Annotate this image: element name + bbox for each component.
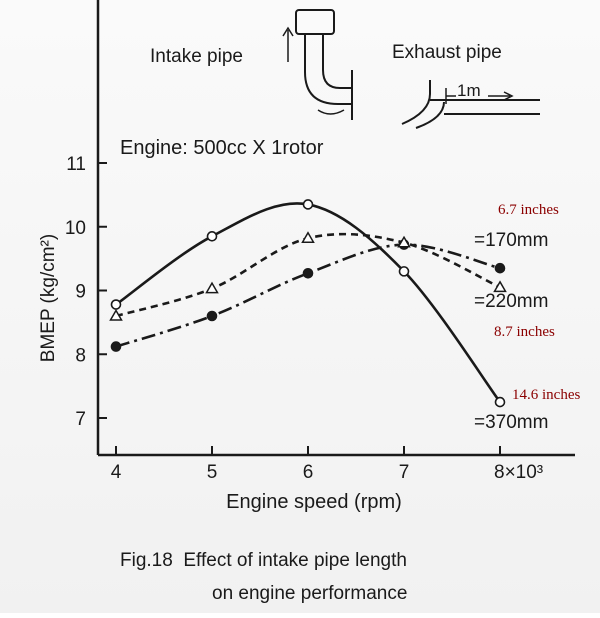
- data-point-220mm: [397, 235, 411, 248]
- y-axis-ticks: 7 8 9 10 11: [65, 154, 107, 430]
- annotation-370mm: 14.6 inches: [512, 387, 580, 403]
- y-tick-label: 11: [66, 154, 86, 175]
- legend-label-370mm: =370mm: [474, 412, 548, 433]
- intake-pipe-label: Intake pipe: [150, 46, 243, 67]
- x-tick-label: 7: [399, 462, 410, 483]
- y-tick-label: 8: [75, 345, 86, 366]
- y-axis-label: BMEP (kg/cm²): [38, 234, 59, 362]
- x-tick-label: 6: [303, 462, 314, 483]
- annotation-220mm: 8.7 inches: [494, 324, 555, 340]
- data-point-220mm: [493, 280, 507, 293]
- data-point-220mm: [109, 309, 123, 321]
- annotation-170mm: 6.7 inches: [498, 202, 559, 218]
- figure-caption-line2: on engine performance: [212, 583, 407, 604]
- data-point-170mm: [110, 341, 122, 352]
- exhaust-pipe-label: Exhaust pipe: [392, 42, 502, 63]
- engine-note: Engine: 500cc X 1rotor: [120, 137, 324, 159]
- x-tick-label: 5: [207, 462, 218, 483]
- series-line-170mm: [115, 243, 501, 348]
- x-axis-label: Engine speed (rpm): [226, 491, 402, 513]
- axes: [96, 0, 575, 457]
- y-tick-label: 7: [75, 409, 86, 430]
- figure-caption-line1: Fig.18 Effect of intake pipe length: [120, 550, 407, 571]
- series-layer: [109, 199, 507, 408]
- data-point-220mm: [205, 281, 219, 294]
- data-point-370mm: [302, 199, 314, 210]
- data-point-370mm: [206, 231, 218, 242]
- data-point-370mm: [494, 396, 506, 408]
- legend-label-170mm: =170mm: [474, 230, 548, 251]
- x-tick-label: 4: [111, 462, 122, 483]
- data-point-170mm: [494, 262, 506, 274]
- data-point-220mm: [301, 231, 315, 243]
- data-point-370mm: [110, 299, 122, 310]
- data-point-170mm: [302, 267, 314, 279]
- data-point-370mm: [398, 266, 410, 277]
- x-axis-ticks: 4 5 6 7 8×10³: [111, 446, 543, 483]
- data-point-170mm: [206, 310, 218, 322]
- y-tick-label: 9: [75, 282, 86, 303]
- exhaust-length-label: 1m: [457, 81, 481, 100]
- exhaust-pipe-sketch: [401, 80, 540, 129]
- y-tick-label: 10: [65, 218, 86, 239]
- intake-pipe-sketch: [282, 9, 353, 120]
- x-tick-label: 8×10³: [494, 462, 543, 483]
- legend-label-220mm: =220mm: [474, 291, 548, 312]
